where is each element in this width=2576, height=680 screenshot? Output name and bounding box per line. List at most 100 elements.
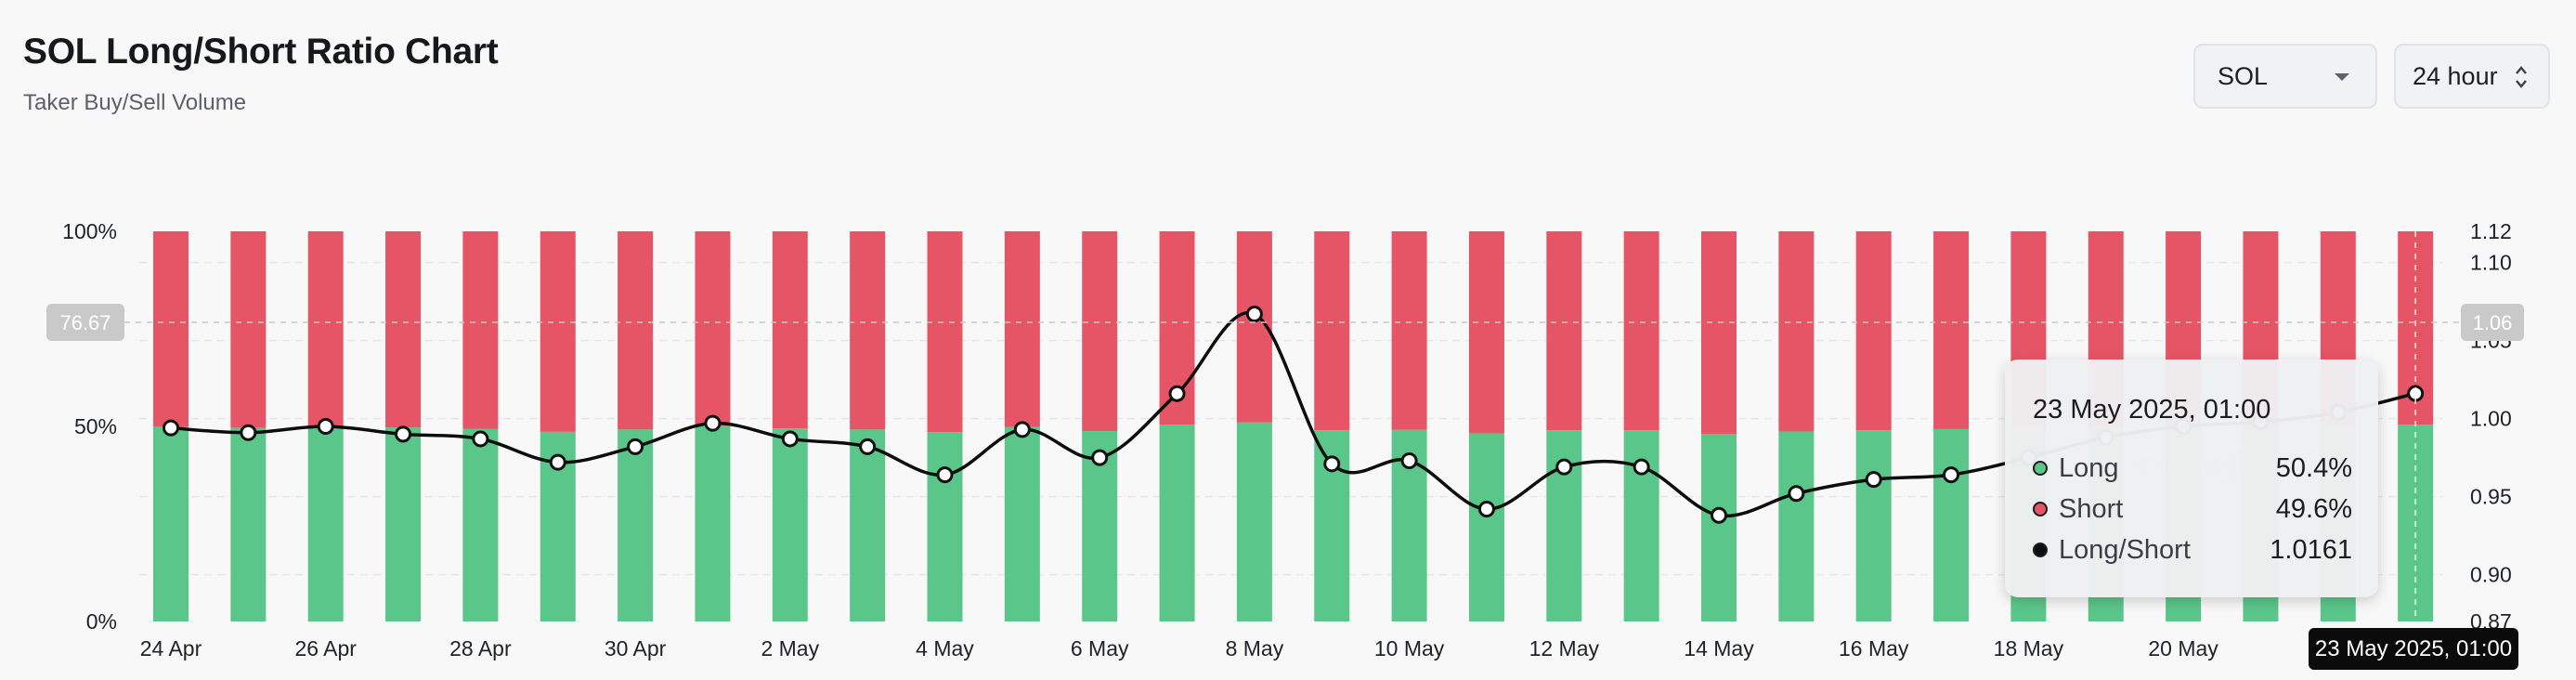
long-bar	[1933, 428, 1970, 621]
left-axis-tick: 100%	[62, 219, 117, 243]
x-axis-tick: 26 Apr	[294, 636, 357, 660]
short-bar	[1391, 231, 1427, 430]
tooltip-short-value: 49.6%	[2275, 493, 2352, 524]
ratio-point	[395, 425, 412, 443]
x-axis-tick: 18 May	[1994, 636, 2064, 660]
x-axis-tick: 24 Apr	[140, 636, 202, 660]
tooltip-ratio-label: Long/Short	[2059, 534, 2191, 565]
long-bar	[927, 432, 963, 621]
short-bar	[772, 231, 808, 429]
right-axis-tick: 1.00	[2470, 407, 2512, 431]
crosshair-right-badge	[2461, 303, 2524, 341]
x-axis-tick: 28 Apr	[449, 636, 512, 660]
x-axis-tick: 20 May	[2148, 636, 2218, 660]
long-bar	[695, 425, 731, 621]
long-bar	[1468, 433, 1504, 621]
long-bar	[307, 426, 344, 621]
left-axis-tick: 0%	[86, 609, 117, 634]
chevron-down-icon	[2335, 73, 2349, 81]
time-range-select[interactable]: 24 hour	[2394, 44, 2550, 109]
short-bar	[385, 231, 422, 428]
ratio-point	[1013, 421, 1031, 438]
ratio-point	[1168, 385, 1186, 402]
short-bar	[1082, 231, 1118, 432]
long-bar	[1701, 433, 1737, 621]
short-bar	[1468, 231, 1504, 434]
ratio-series-dot	[2033, 543, 2048, 557]
symbol-select-value: SOL	[2218, 61, 2269, 90]
ratio-point	[781, 430, 799, 448]
ratio-point	[549, 453, 566, 471]
short-bar	[462, 231, 499, 429]
ratio-point	[859, 438, 877, 455]
ratio-point	[1091, 449, 1109, 466]
short-bar	[1623, 231, 1659, 431]
left-axis-tick: 50%	[74, 414, 117, 438]
tooltip-date: 23 May 2025, 01:00	[2033, 395, 2271, 425]
x-axis-tick: 30 Apr	[605, 636, 667, 660]
chart-tooltip: 23 May 2025, 01:00 Long 50.4% Short 49.6…	[2005, 360, 2378, 597]
short-bar	[1778, 231, 1815, 432]
x-axis-tick: 14 May	[1684, 636, 1754, 660]
short-bar	[618, 231, 654, 430]
ratio-point	[1400, 451, 1418, 469]
tooltip-long-label: Long	[2059, 452, 2119, 483]
ratio-point	[1711, 506, 1727, 524]
long-bar	[1778, 431, 1815, 621]
long-bar	[153, 426, 189, 621]
ratio-point	[1865, 471, 1882, 489]
tooltip-row-ratio: Long/Short 1.0161	[2033, 530, 2352, 570]
long-bar	[772, 428, 808, 621]
right-axis-tick: 0.95	[2470, 485, 2512, 509]
tooltip-long-value: 50.4%	[2275, 452, 2352, 483]
short-bar	[1701, 231, 1737, 434]
long-bar	[1004, 426, 1040, 621]
short-bar	[695, 231, 731, 426]
page-title: SOL Long/Short Ratio Chart	[23, 32, 499, 72]
short-bar	[850, 231, 886, 430]
tooltip-short-label: Short	[2059, 493, 2124, 524]
symbol-select[interactable]: SOL	[2193, 44, 2377, 109]
long-bar	[230, 427, 267, 621]
ratio-point	[1245, 306, 1263, 323]
ratio-point	[1555, 458, 1573, 476]
short-series-dot	[2033, 502, 2048, 517]
short-bar	[540, 231, 576, 432]
short-bar	[307, 231, 344, 426]
x-axis-tick: 10 May	[1374, 636, 1445, 660]
ratio-point	[240, 424, 257, 441]
long-bar	[1159, 425, 1195, 621]
tooltip-row-long: Long 50.4%	[2033, 448, 2352, 489]
ratio-point	[1633, 458, 1650, 476]
long-bar	[1855, 430, 1892, 621]
short-bar	[230, 231, 267, 428]
ratio-point	[1477, 501, 1495, 518]
right-axis-tick: 1.10	[2470, 251, 2512, 275]
ratio-point	[472, 430, 489, 448]
x-axis-tick: 8 May	[1226, 636, 1284, 660]
crosshair-right-value: 1.06	[2473, 311, 2513, 334]
short-bar	[153, 231, 189, 427]
short-bar	[1855, 231, 1892, 431]
tooltip-row-short: Short 49.6%	[2033, 489, 2352, 530]
short-bar	[1314, 231, 1350, 431]
ratio-point	[1943, 466, 1960, 484]
tooltip-ratio-value: 1.0161	[2270, 534, 2352, 565]
long-bar	[850, 429, 886, 621]
up-down-chevrons-icon	[2516, 66, 2527, 88]
ratio-point	[317, 418, 334, 435]
short-bar	[1546, 231, 1582, 431]
long-bar	[462, 428, 499, 621]
time-range-select-value: 24 hour	[2413, 61, 2498, 90]
crosshair-left-badge	[46, 303, 124, 341]
ratio-point	[1788, 485, 1805, 503]
short-bar	[927, 231, 963, 433]
long-bar	[1236, 422, 1272, 621]
crosshair-date-label: 23 May 2025, 01:00	[2309, 628, 2518, 670]
short-bar	[1004, 231, 1040, 427]
page-subtitle: Taker Buy/Sell Volume	[23, 90, 247, 115]
long-bar	[385, 427, 422, 621]
x-axis-tick: 12 May	[1529, 636, 1600, 660]
x-axis-tick: 6 May	[1071, 636, 1129, 660]
